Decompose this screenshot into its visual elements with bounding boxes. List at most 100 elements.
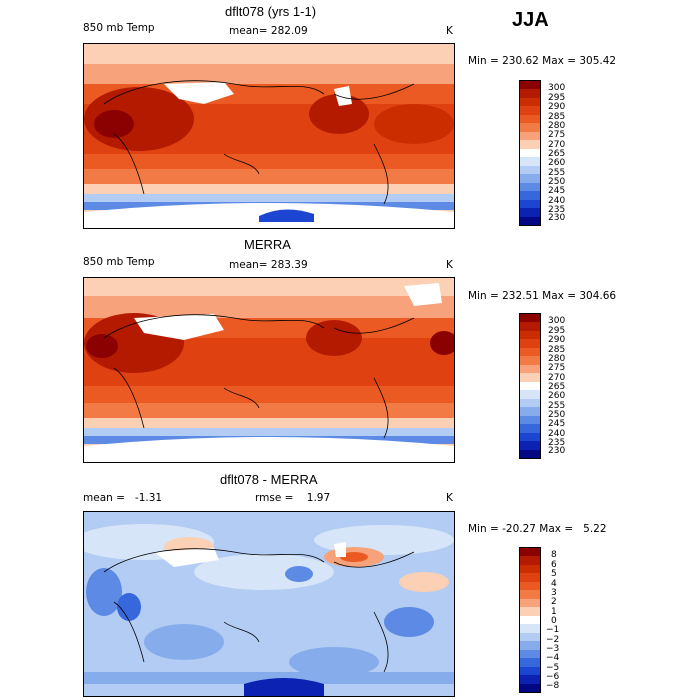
panel2-variable: 850 mb Temp: [83, 256, 155, 268]
panel2-tick: 280: [548, 354, 566, 364]
colorbar-cell: [520, 398, 540, 408]
panel1-tick: 300: [548, 83, 566, 93]
colorbar-cell: [520, 330, 540, 340]
panel2-map-svg: [84, 278, 454, 462]
panel1-variable: 850 mb Temp: [83, 22, 155, 34]
colorbar-cell: [520, 658, 540, 668]
colorbar-cell: [520, 556, 540, 566]
panel3-tick: −6: [546, 672, 560, 682]
panel3-units: K: [446, 492, 453, 504]
panel1-tick: 260: [548, 158, 566, 168]
colorbar-cell: [520, 373, 540, 383]
panel1-tick: 290: [548, 102, 566, 112]
panel1-tick: 285: [548, 112, 566, 122]
colorbar-cell: [520, 314, 540, 323]
panel3-tick: −8: [546, 681, 560, 691]
colorbar-cell: [520, 415, 540, 425]
panel3-tick: −1: [546, 625, 560, 635]
colorbar-cell: [520, 199, 540, 209]
colorbar-cell: [520, 216, 540, 226]
colorbar-cell: [520, 407, 540, 417]
colorbar-cell: [520, 449, 540, 459]
panel3-rmse: rmse = 1.97: [255, 492, 331, 504]
panel3-map: [83, 511, 455, 697]
colorbar-cell: [520, 424, 540, 434]
colorbar-cell: [520, 114, 540, 124]
colorbar-cell: [520, 89, 540, 99]
panel3-tick: −2: [546, 635, 560, 645]
panel1-tick: 295: [548, 93, 566, 103]
colorbar-cell: [520, 182, 540, 192]
colorbar-cell: [520, 632, 540, 642]
panel1-tick: 250: [548, 177, 566, 187]
colorbar-cell: [520, 381, 540, 391]
panel3-tick: −5: [546, 663, 560, 673]
colorbar-cell: [520, 573, 540, 583]
colorbar-cell: [520, 157, 540, 167]
panel2-mean: mean= 283.39: [229, 259, 308, 271]
panel3-tick: 4: [551, 579, 557, 589]
panel2-colorbar: [519, 313, 541, 459]
panel3-tick: 5: [551, 569, 557, 579]
panel2-tick: 240: [548, 429, 566, 439]
colorbar-cell: [520, 131, 540, 141]
colorbar-cell: [520, 81, 540, 90]
panel3-minmax: Min = -20.27 Max = 5.22: [468, 523, 607, 535]
season-label: JJA: [512, 9, 549, 31]
panel1-map: [83, 43, 455, 229]
panel2-minmax: Min = 232.51 Max = 304.66: [468, 290, 617, 302]
colorbar-cell: [520, 666, 540, 676]
colorbar-cell: [520, 598, 540, 608]
colorbar-cell: [520, 208, 540, 218]
colorbar-cell: [520, 165, 540, 175]
colorbar-cell: [520, 106, 540, 116]
panel2-units: K: [446, 259, 453, 271]
colorbar-cell: [520, 564, 540, 574]
panel2-tick: 230: [548, 446, 566, 456]
panel3-tick: 0: [551, 616, 557, 626]
colorbar-cell: [520, 364, 540, 374]
colorbar-cell: [520, 123, 540, 133]
colorbar-cell: [520, 649, 540, 659]
panel2-title: MERRA: [244, 237, 291, 252]
panel3-mean: mean = -1.31: [83, 492, 163, 504]
panel3-tick: 3: [551, 588, 557, 598]
panel1-tick: 280: [548, 121, 566, 131]
panel3-tick: 8: [551, 550, 557, 560]
colorbar-cell: [520, 347, 540, 357]
panel3-tick: −3: [546, 644, 560, 654]
panel1-tick: 270: [548, 140, 566, 150]
colorbar-cell: [520, 590, 540, 600]
colorbar-cell: [520, 339, 540, 349]
panel2-tick: 235: [548, 438, 566, 448]
panel2-tick: 300: [548, 316, 566, 326]
panel2-tick: 295: [548, 326, 566, 336]
colorbar-cell: [520, 624, 540, 634]
colorbar-cell: [520, 581, 540, 591]
colorbar-cell: [520, 322, 540, 332]
panel1-tick: 265: [548, 149, 566, 159]
colorbar-cell: [520, 148, 540, 158]
panel2-tick: 255: [548, 401, 566, 411]
colorbar-cell: [520, 140, 540, 150]
panel1-minmax: Min = 230.62 Max = 305.42: [468, 55, 617, 67]
colorbar-cell: [520, 675, 540, 685]
panel1-units: K: [446, 25, 453, 37]
panel1-tick: 245: [548, 186, 566, 196]
colorbar-cell: [520, 191, 540, 201]
panel1-tick: 230: [548, 213, 566, 223]
colorbar-cell: [520, 441, 540, 451]
panel2-tick: 250: [548, 410, 566, 420]
panel2-tick: 265: [548, 382, 566, 392]
panel1-tick: 235: [548, 205, 566, 215]
panel1-title: dflt078 (yrs 1-1): [225, 4, 317, 19]
colorbar-cell: [520, 683, 540, 693]
panel2-map: [83, 277, 455, 463]
panel3-tick: −4: [546, 653, 560, 663]
colorbar-cell: [520, 390, 540, 400]
panel1-colorbar: [519, 80, 541, 226]
colorbar-cell: [520, 97, 540, 107]
panel3-colorbar: [519, 547, 541, 693]
panel1-map-svg: [84, 44, 454, 228]
panel2-tick: 275: [548, 363, 566, 373]
